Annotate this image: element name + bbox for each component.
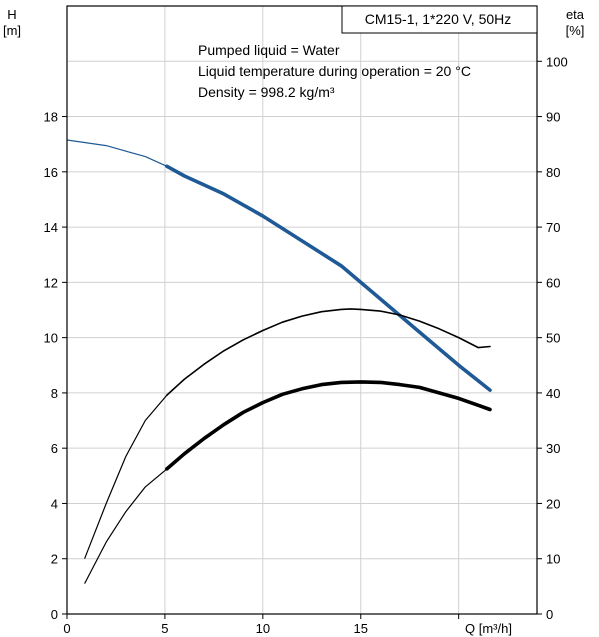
y-left-label-name: H [7,7,16,22]
y-left-tick-label: 12 [44,275,58,290]
y-left-tick-label: 18 [44,110,58,125]
y-right-tick-label: 0 [546,607,553,622]
y-right-tick-label: 40 [546,386,560,401]
y-left-tick-label: 4 [51,496,58,511]
title-box [341,5,538,34]
y-right-tick-label: 100 [546,54,568,69]
y-left-tick-label: 16 [44,165,58,180]
annotation-density: Density = 998.2 kg/m³ [198,84,335,100]
grid [67,6,537,614]
y-left-label-unit: [m] [3,23,21,38]
head-curve-extension [66,139,168,167]
y-left-tick-label: 10 [44,331,58,346]
y-right-tick-label: 50 [546,331,560,346]
head-curve [165,164,492,392]
y-right-tick-label: 90 [546,110,560,125]
y-right-label-unit: [%] [566,23,585,38]
y-left-tick-label: 6 [51,441,58,456]
curves [66,139,492,584]
x-axis-label: Q [m³/h] [465,621,512,636]
power-curve [165,380,492,471]
y-left-tick-label: 0 [51,607,58,622]
annotation-temperature: Liquid temperature during operation = 20… [198,63,471,79]
chart-title: CM15-1, 1*220 V, 50Hz [365,11,512,27]
x-tick-label: 5 [161,621,168,636]
y-left-tick-label: 2 [51,552,58,567]
y-right-tick-label: 60 [546,275,560,290]
power-curve-extension [84,468,168,584]
x-tick-label: 15 [354,621,368,636]
efficiency-curve [166,308,491,396]
y-right-tick-label: 10 [546,552,560,567]
x-tick-label: 0 [63,621,70,636]
axis-ticks: 0 5 10 15 0 2 4 6 8 10 12 14 16 18 0 10 20 30 40 50 60 70 80 90… [44,54,568,636]
annotation-liquid: Pumped liquid = Water [198,42,340,58]
y-right-tick-label: 20 [546,496,560,511]
x-tick-label: 10 [256,621,270,636]
y-right-label-name: eta [566,7,585,22]
y-right-tick-label: 30 [546,441,560,456]
y-left-tick-label: 8 [51,386,58,401]
y-left-tick-label: 14 [44,220,58,235]
y-right-tick-label: 80 [546,165,560,180]
y-right-tick-label: 70 [546,220,560,235]
efficiency-curve-extension [84,394,168,559]
plot-area-frame [66,5,538,615]
